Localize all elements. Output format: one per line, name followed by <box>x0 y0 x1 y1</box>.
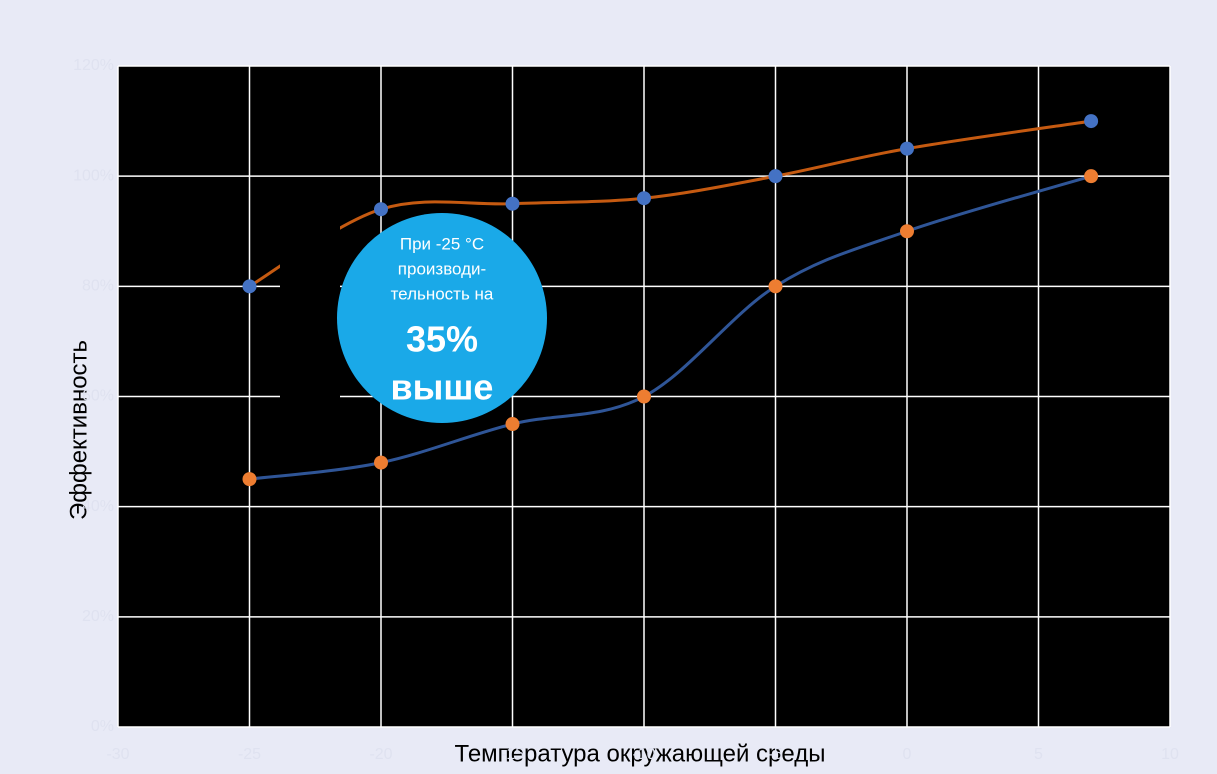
annotation-text: производи- <box>398 259 486 278</box>
x-tick-label: -15 <box>501 746 524 763</box>
y-tick-label: 120% <box>73 57 114 74</box>
data-point <box>242 279 257 294</box>
y-tick-label: 100% <box>73 167 114 184</box>
data-point <box>242 472 257 487</box>
x-tick-label: -30 <box>106 746 129 763</box>
y-tick-label: 80% <box>82 278 114 295</box>
y-tick-label: 60% <box>82 388 114 405</box>
y-axis-title: Эффективность <box>65 340 92 520</box>
data-point <box>900 224 914 239</box>
x-tick-label: -20 <box>369 746 392 763</box>
annotation: При -25 °C производи- тельность на 35% в… <box>280 213 547 425</box>
markers <box>242 114 1099 487</box>
y-tick-label: 40% <box>82 498 114 515</box>
data-point <box>374 202 388 217</box>
data-point <box>637 389 651 404</box>
data-point <box>1084 169 1099 184</box>
data-point <box>505 417 520 432</box>
data-point <box>900 141 914 156</box>
data-point <box>637 191 651 206</box>
data-point <box>1084 114 1099 129</box>
data-point <box>768 279 783 294</box>
data-point <box>768 169 783 184</box>
annotation-text: 35% <box>406 319 478 360</box>
y-tick-label: 20% <box>82 608 114 625</box>
y-tick-label: 0% <box>91 718 114 735</box>
x-tick-label: -10 <box>632 746 655 763</box>
x-axis-title: Температура окружающей среды <box>455 740 826 767</box>
x-tick-label: 10 <box>1161 746 1179 763</box>
x-tick-label: -5 <box>768 746 782 763</box>
data-point <box>374 455 388 470</box>
annotation-text: выше <box>391 367 494 408</box>
annotation-text: тельность на <box>391 284 494 303</box>
annotation-text: При -25 °C <box>400 234 484 253</box>
x-tick-label: 5 <box>1034 746 1043 763</box>
data-point <box>505 196 520 211</box>
x-tick-label: 0 <box>903 746 912 763</box>
annotation-bubble <box>337 213 547 423</box>
cover-box <box>280 215 336 425</box>
x-tick-label: -25 <box>238 746 261 763</box>
